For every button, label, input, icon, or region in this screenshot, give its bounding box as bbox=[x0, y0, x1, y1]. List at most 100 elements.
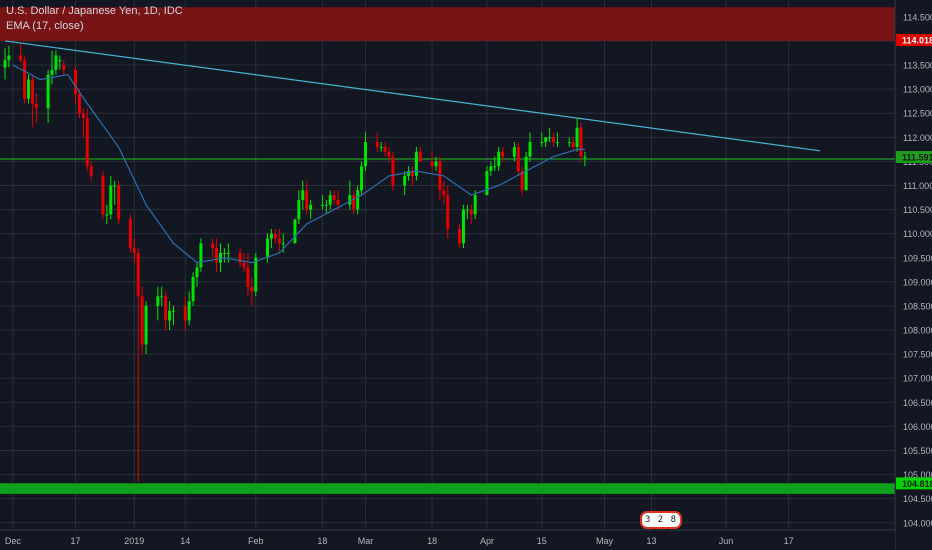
price-tick-label: 113.000 bbox=[903, 85, 932, 95]
price-tick-label: 107.500 bbox=[903, 350, 932, 360]
candle bbox=[363, 142, 367, 167]
candle bbox=[168, 310, 172, 321]
candle bbox=[277, 238, 281, 244]
candle bbox=[211, 243, 215, 249]
candle bbox=[524, 156, 528, 191]
indicator-label: EMA (17, close) bbox=[6, 20, 84, 32]
candle bbox=[493, 166, 497, 168]
candle bbox=[320, 204, 324, 206]
candle bbox=[575, 127, 579, 147]
replay-badge[interactable]: 3 2 8 9 7 bbox=[640, 511, 682, 539]
candle bbox=[497, 151, 501, 167]
candle bbox=[489, 166, 493, 172]
candle bbox=[324, 204, 328, 206]
support-zone bbox=[0, 483, 895, 494]
time-tick-label: Apr bbox=[480, 536, 494, 546]
drawn-lines bbox=[0, 40, 895, 160]
time-tick-label: 17 bbox=[784, 536, 794, 546]
candle bbox=[50, 69, 54, 75]
candle bbox=[528, 142, 532, 157]
candle bbox=[266, 238, 270, 258]
price-tick-label: 106.000 bbox=[903, 422, 932, 432]
candle bbox=[34, 103, 38, 109]
candle bbox=[465, 209, 469, 211]
candle bbox=[548, 137, 552, 139]
candle bbox=[242, 262, 246, 268]
candle bbox=[187, 301, 191, 321]
candle bbox=[571, 142, 575, 147]
candle bbox=[160, 296, 164, 298]
resistance-zone bbox=[0, 7, 895, 41]
candle bbox=[246, 267, 250, 287]
time-tick-label: Dec bbox=[5, 536, 22, 546]
price-tick-label: 110.000 bbox=[903, 229, 932, 239]
candle bbox=[81, 113, 85, 119]
price-tick-label: 113.500 bbox=[903, 61, 932, 71]
time-tick-label: 15 bbox=[537, 536, 547, 546]
price-tick-label: 110.500 bbox=[903, 205, 932, 215]
candle bbox=[156, 296, 160, 306]
price-zones bbox=[0, 7, 895, 494]
candle bbox=[516, 146, 520, 172]
candle bbox=[3, 60, 7, 68]
candle bbox=[46, 74, 50, 109]
time-tick-label: 18 bbox=[317, 536, 327, 546]
price-tick-label: 109.500 bbox=[903, 253, 932, 263]
candle bbox=[411, 171, 414, 176]
candle bbox=[250, 286, 254, 292]
candle bbox=[7, 55, 11, 61]
resistance-price-box bbox=[896, 34, 932, 47]
candle bbox=[109, 185, 113, 215]
candle bbox=[27, 79, 31, 99]
candle bbox=[583, 156, 587, 158]
candle bbox=[19, 55, 23, 61]
time-tick-label: Jun bbox=[719, 536, 734, 546]
chart-legend: U.S. Dollar / Japanese Yen, 1D, IDC EMA … bbox=[6, 4, 183, 34]
candle bbox=[383, 146, 387, 152]
candle bbox=[238, 252, 242, 263]
candle bbox=[269, 233, 273, 239]
price-tick-label: 112.000 bbox=[903, 133, 932, 143]
candle bbox=[293, 219, 297, 244]
candle bbox=[512, 146, 516, 157]
time-tick-label: 2019 bbox=[124, 536, 144, 546]
current-price-box bbox=[896, 151, 932, 164]
time-tick-label: Mar bbox=[358, 536, 374, 546]
candle bbox=[473, 195, 477, 215]
candle bbox=[305, 190, 309, 210]
candle bbox=[74, 69, 78, 94]
candle bbox=[309, 204, 313, 210]
price-tick-label: 104.000 bbox=[903, 518, 932, 528]
time-tick-label: Feb bbox=[248, 536, 264, 546]
candle bbox=[273, 233, 277, 239]
candle bbox=[222, 252, 226, 254]
candle bbox=[567, 142, 571, 144]
candle bbox=[540, 142, 544, 144]
candle bbox=[360, 166, 364, 191]
candle bbox=[30, 79, 34, 104]
candle bbox=[171, 310, 175, 312]
candle bbox=[352, 195, 356, 210]
time-tick-label: May bbox=[596, 536, 614, 546]
candle bbox=[430, 161, 434, 167]
candle bbox=[226, 252, 230, 254]
candle bbox=[544, 137, 548, 143]
candle bbox=[387, 151, 391, 157]
price-tick-label: 111.000 bbox=[903, 181, 932, 191]
candle bbox=[501, 151, 505, 157]
candle bbox=[434, 161, 438, 167]
candle bbox=[144, 305, 148, 345]
ema-series bbox=[12, 64, 585, 264]
time-tick-label: 17 bbox=[71, 536, 81, 546]
time-axis bbox=[0, 530, 895, 550]
candle bbox=[438, 161, 442, 191]
candle bbox=[520, 171, 524, 191]
candle bbox=[23, 60, 27, 99]
price-tick-label: 104.500 bbox=[903, 494, 932, 504]
candle bbox=[458, 228, 462, 244]
current-price-label: 111.591 bbox=[902, 153, 932, 163]
symbol-title: U.S. Dollar / Japanese Yen, 1D, IDC bbox=[6, 5, 183, 17]
